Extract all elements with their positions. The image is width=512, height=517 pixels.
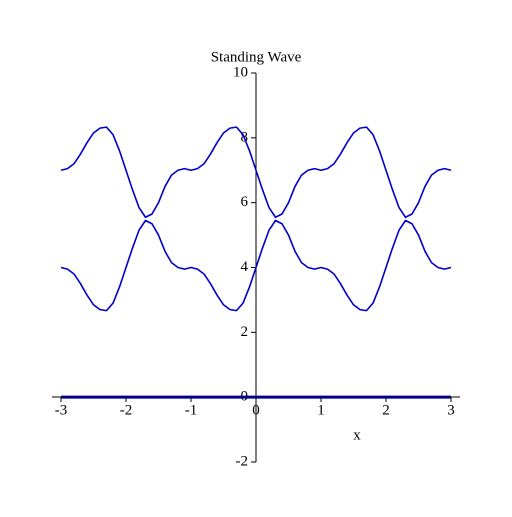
x-tick-label: 3 (447, 402, 455, 418)
chart-title: Standing Wave (211, 49, 302, 65)
y-tick-label: 2 (241, 324, 249, 340)
x-tick-label: 1 (317, 402, 325, 418)
y-tick-label: 10 (233, 64, 248, 80)
series-line (60, 126, 452, 219)
y-tick-label: -2 (236, 453, 249, 469)
x-tick-label: -2 (120, 402, 133, 418)
y-tick-label: 4 (241, 259, 249, 275)
x-tick-label: -3 (55, 402, 68, 418)
series-line (60, 219, 452, 312)
x-tick-label: 0 (252, 402, 260, 418)
x-axis-label: x (353, 427, 361, 443)
y-tick-label: 6 (241, 194, 249, 210)
x-tick-label: 2 (382, 402, 390, 418)
x-tick-label: -1 (185, 402, 198, 418)
